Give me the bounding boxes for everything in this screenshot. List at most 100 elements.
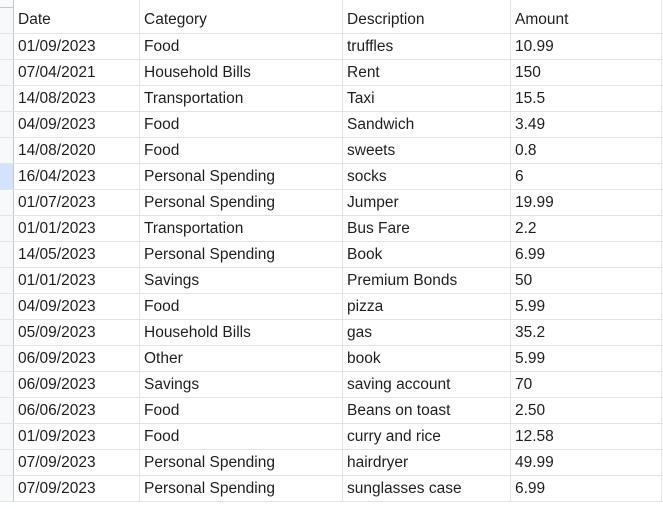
cell-date[interactable]: 04/09/2023 xyxy=(14,294,140,319)
cell-category[interactable]: Household Bills xyxy=(140,320,343,345)
cell-category[interactable]: Personal Spending xyxy=(140,450,343,475)
cell-amount[interactable]: 19.99 xyxy=(511,190,662,215)
cell-amount[interactable]: 49.99 xyxy=(511,450,662,475)
cell-amount[interactable]: 6 xyxy=(511,164,662,189)
cell-date[interactable]: 06/06/2023 xyxy=(14,398,140,423)
cell-category[interactable]: Food xyxy=(140,34,343,59)
cell-description[interactable]: saving account xyxy=(343,372,511,397)
cell-amount[interactable]: 35.2 xyxy=(511,320,662,345)
cell-category[interactable]: Food xyxy=(140,112,343,137)
row-gutter[interactable] xyxy=(0,372,14,397)
row-gutter[interactable] xyxy=(0,450,14,475)
header-cell-date[interactable]: Date xyxy=(14,0,140,33)
cell-description[interactable]: truffles xyxy=(343,34,511,59)
cell-date[interactable]: 01/07/2023 xyxy=(14,190,140,215)
cell-category[interactable]: Personal Spending xyxy=(140,190,343,215)
cell-description[interactable]: sunglasses case xyxy=(343,476,511,501)
header-cell-category[interactable]: Category xyxy=(140,0,343,33)
cell-date[interactable]: 01/01/2023 xyxy=(14,216,140,241)
row-gutter[interactable] xyxy=(0,138,14,163)
cell-description[interactable]: pizza xyxy=(343,294,511,319)
cell-date[interactable]: 14/05/2023 xyxy=(14,242,140,267)
cell-date[interactable]: 04/09/2023 xyxy=(14,112,140,137)
row-gutter[interactable] xyxy=(0,320,14,345)
cell-description[interactable]: Rent xyxy=(343,60,511,85)
cell-category[interactable]: Personal Spending xyxy=(140,242,343,267)
cell-amount[interactable]: 6.99 xyxy=(511,476,662,501)
cell-date[interactable]: 01/09/2023 xyxy=(14,424,140,449)
row-gutter[interactable] xyxy=(0,86,14,111)
cell-description[interactable]: Bus Fare xyxy=(343,216,511,241)
cell-date[interactable]: 01/01/2023 xyxy=(14,268,140,293)
cell-amount[interactable]: 70 xyxy=(511,372,662,397)
cell-category[interactable]: Savings xyxy=(140,268,343,293)
cell-date[interactable]: 14/08/2020 xyxy=(14,138,140,163)
row-gutter[interactable] xyxy=(0,476,14,501)
cell-date[interactable]: 07/04/2021 xyxy=(14,60,140,85)
header-cell-description[interactable]: Description xyxy=(343,0,511,33)
cell-category[interactable]: Personal Spending xyxy=(140,164,343,189)
cell-category[interactable]: Household Bills xyxy=(140,60,343,85)
row-gutter[interactable] xyxy=(0,216,14,241)
cell-date[interactable]: 16/04/2023 xyxy=(14,164,140,189)
row-gutter[interactable] xyxy=(0,60,14,85)
row-gutter[interactable] xyxy=(0,294,14,319)
cell-description[interactable]: Beans on toast xyxy=(343,398,511,423)
cell-description[interactable]: Taxi xyxy=(343,86,511,111)
cell-category[interactable]: Personal Spending xyxy=(140,476,343,501)
row-gutter[interactable] xyxy=(0,0,14,33)
cell-amount[interactable]: 5.99 xyxy=(511,346,662,371)
cell-amount[interactable]: 10.99 xyxy=(511,34,662,59)
cell-category[interactable]: Transportation xyxy=(140,86,343,111)
cell-date[interactable]: 05/09/2023 xyxy=(14,320,140,345)
row-gutter[interactable] xyxy=(0,242,14,267)
cell-description[interactable]: book xyxy=(343,346,511,371)
cell-description[interactable]: Premium Bonds xyxy=(343,268,511,293)
cell-description[interactable]: gas xyxy=(343,320,511,345)
cell-date[interactable]: 01/09/2023 xyxy=(14,34,140,59)
cell-category[interactable]: Transportation xyxy=(140,216,343,241)
cell-amount[interactable]: 6.99 xyxy=(511,242,662,267)
header-cell-amount[interactable]: Amount xyxy=(511,0,662,33)
table-row: 01/07/2023 Personal Spending Jumper 19.99 xyxy=(0,190,663,216)
cell-category[interactable]: Food xyxy=(140,398,343,423)
header-row: Date Category Description Amount xyxy=(0,0,663,34)
cell-amount[interactable]: 2.50 xyxy=(511,398,662,423)
cell-description[interactable]: hairdryer xyxy=(343,450,511,475)
cell-amount[interactable]: 3.49 xyxy=(511,112,662,137)
cell-description[interactable]: Sandwich xyxy=(343,112,511,137)
cell-amount[interactable]: 5.99 xyxy=(511,294,662,319)
row-gutter[interactable] xyxy=(0,346,14,371)
row-gutter[interactable] xyxy=(0,190,14,215)
cell-amount[interactable]: 2.2 xyxy=(511,216,662,241)
cell-category[interactable]: Food xyxy=(140,294,343,319)
cell-amount[interactable]: 0.8 xyxy=(511,138,662,163)
cell-date[interactable]: 06/09/2023 xyxy=(14,372,140,397)
table-row: 06/06/2023 Food Beans on toast 2.50 xyxy=(0,398,663,424)
row-gutter[interactable] xyxy=(0,112,14,137)
cell-amount[interactable]: 12.58 xyxy=(511,424,662,449)
table-row: 14/05/2023 Personal Spending Book 6.99 xyxy=(0,242,663,268)
row-gutter[interactable] xyxy=(0,424,14,449)
cell-amount[interactable]: 150 xyxy=(511,60,662,85)
cell-category[interactable]: Savings xyxy=(140,372,343,397)
cell-category[interactable]: Food xyxy=(140,138,343,163)
sheet-corner[interactable] xyxy=(0,0,14,8)
cell-date[interactable]: 14/08/2023 xyxy=(14,86,140,111)
row-gutter[interactable] xyxy=(0,268,14,293)
cell-description[interactable]: curry and rice xyxy=(343,424,511,449)
cell-date[interactable]: 07/09/2023 xyxy=(14,450,140,475)
cell-amount[interactable]: 15.5 xyxy=(511,86,662,111)
cell-date[interactable]: 06/09/2023 xyxy=(14,346,140,371)
cell-amount[interactable]: 50 xyxy=(511,268,662,293)
cell-category[interactable]: Food xyxy=(140,424,343,449)
cell-description[interactable]: sweets xyxy=(343,138,511,163)
row-gutter[interactable] xyxy=(0,398,14,423)
row-gutter[interactable] xyxy=(0,34,14,59)
cell-date[interactable]: 07/09/2023 xyxy=(14,476,140,501)
cell-description[interactable]: Jumper xyxy=(343,190,511,215)
cell-description[interactable]: socks xyxy=(343,164,511,189)
cell-description[interactable]: Book xyxy=(343,242,511,267)
cell-category[interactable]: Other xyxy=(140,346,343,371)
row-gutter[interactable] xyxy=(0,164,14,189)
